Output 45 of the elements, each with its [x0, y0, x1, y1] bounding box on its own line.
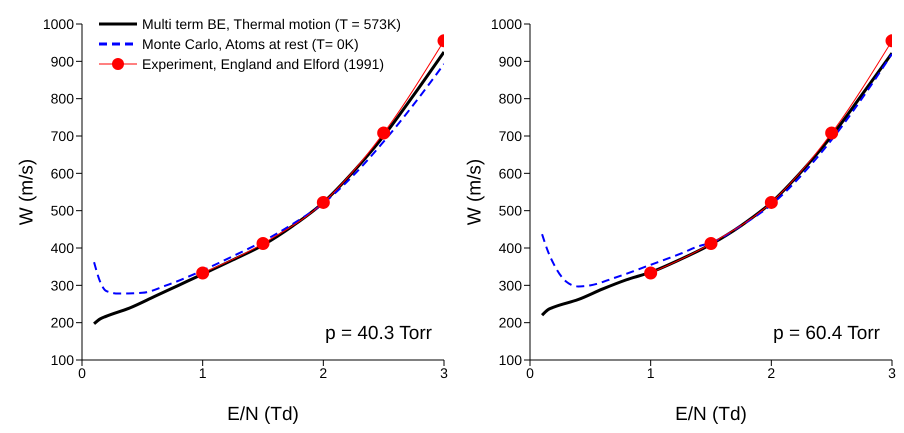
y-tick-label: 1000	[490, 16, 522, 32]
y-axis-title: W (m/s)	[16, 158, 38, 226]
y-tick-label: 500	[498, 202, 522, 219]
point	[764, 196, 778, 209]
x-axis-title: E/N (Td)	[675, 404, 747, 425]
point	[704, 237, 718, 250]
x-tick-label: 2	[767, 364, 776, 381]
point	[377, 126, 390, 140]
point	[825, 126, 838, 140]
y-tick-label: 700	[50, 128, 74, 144]
y-tick-label: 400	[50, 240, 74, 256]
point	[644, 266, 658, 280]
y-tick-label: 500	[50, 202, 74, 219]
y-tick-label: 600	[50, 165, 74, 182]
x-tick-label: 3	[440, 364, 448, 381]
point	[316, 196, 330, 209]
y-tick-label: 300	[50, 277, 74, 294]
x-tick-label: 1	[198, 364, 207, 381]
annotation: p = 40.3 Torr	[325, 323, 432, 345]
y-axis-title: W (m/s)	[464, 158, 486, 226]
y-tick-label: 700	[498, 128, 522, 144]
y-tick-label: 100	[498, 352, 522, 368]
y-tick-label: 200	[50, 314, 74, 331]
y-tick-label: 900	[498, 53, 522, 70]
x-tick-label: 2	[319, 364, 328, 381]
y-tick-label: 800	[498, 90, 522, 107]
x-axis-title: E/N (Td)	[227, 404, 299, 425]
y-tick-label: 200	[498, 314, 522, 331]
y-tick-label: 300	[498, 277, 522, 294]
y-tick-label: 800	[50, 90, 74, 107]
y-tick-label: 900	[50, 53, 74, 70]
x-tick-label: 0	[526, 364, 534, 381]
annotation: p = 60.4 Torr	[773, 323, 880, 345]
legend-label: Multi term BE, Thermal motion (T = 573K)	[142, 15, 401, 34]
y-tick-label: 600	[498, 165, 522, 182]
y-tick-label: 400	[498, 240, 522, 256]
x-tick-label: 3	[888, 364, 896, 381]
legend-label: Experiment, England and Elford (1991)	[142, 55, 384, 74]
y-tick-label: 1000	[42, 16, 74, 32]
x-tick-label: 1	[646, 364, 655, 381]
point	[196, 266, 210, 280]
y-tick-label: 100	[50, 352, 74, 368]
point	[256, 237, 270, 250]
x-tick-label: 0	[78, 364, 86, 381]
legend-label: Monte Carlo, Atoms at rest (T= 0K)	[142, 35, 359, 54]
